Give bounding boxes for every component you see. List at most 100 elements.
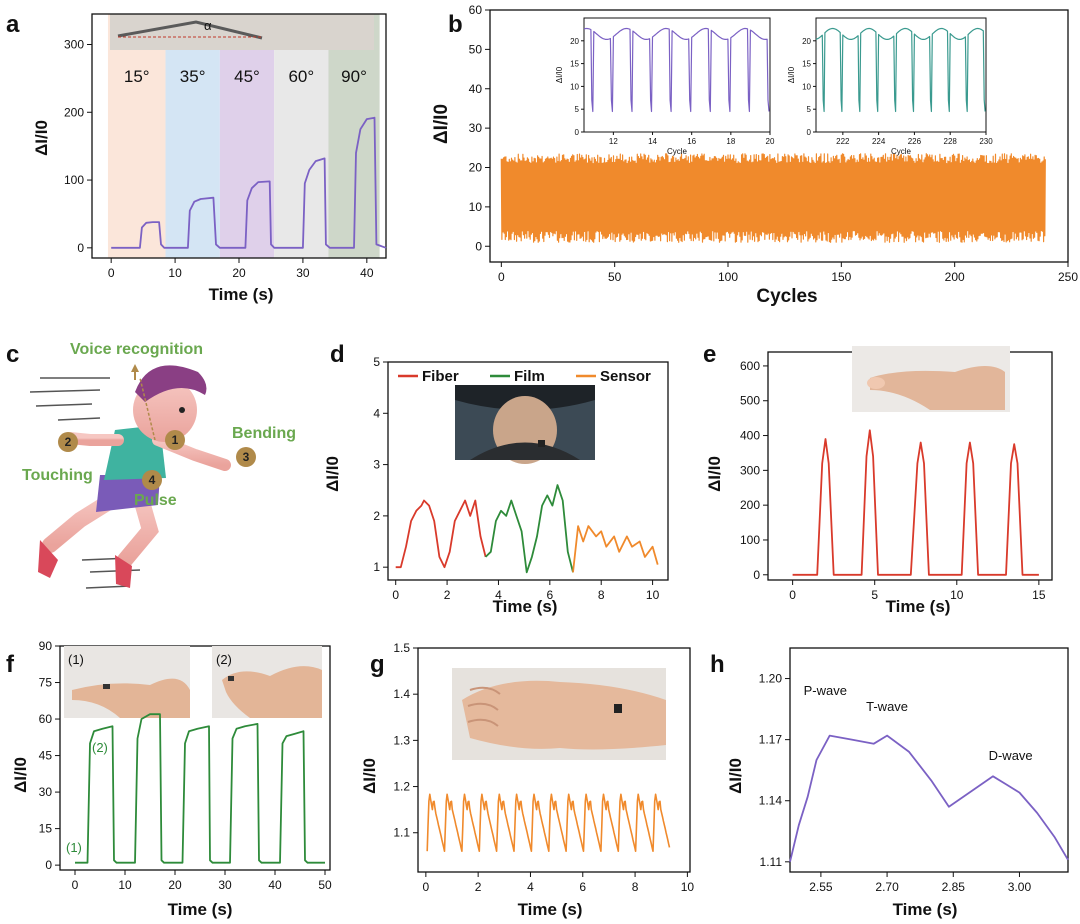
panel-label-b: b bbox=[448, 11, 463, 38]
inset-y-tick-label: 15 bbox=[802, 60, 811, 69]
inset-xlabel: Cycle bbox=[891, 147, 912, 156]
y-tick-label: 500 bbox=[740, 394, 760, 408]
y-tick-label: 200 bbox=[64, 105, 84, 119]
y-tick-label: 3 bbox=[373, 458, 380, 472]
legend-label: Sensor bbox=[600, 368, 651, 385]
label-voice-recognition: Voice recognition bbox=[70, 341, 203, 358]
inset-x-tick-label: 12 bbox=[609, 137, 618, 146]
inset-frame bbox=[583, 17, 771, 133]
inset-y-tick-label: 5 bbox=[575, 105, 580, 114]
y-tick-label: 1.2 bbox=[393, 780, 410, 794]
ticks-h: 2.55 2.70 2.85 3.00 1.11 1.14 1.17 1.20 bbox=[759, 672, 1032, 894]
angle-bands bbox=[107, 14, 380, 258]
y-tick-label: 100 bbox=[64, 173, 84, 187]
x-tick-label: 50 bbox=[608, 270, 622, 284]
x-tick-label: 10 bbox=[681, 880, 695, 894]
sensor-badge-4: 4 bbox=[142, 470, 162, 490]
chart-e: 0 5 10 15 0 100 200 300 400 500 600 Time (s) ΔI/I0 bbox=[705, 346, 1053, 616]
svg-text:3: 3 bbox=[243, 450, 250, 464]
y-tick-label: 0 bbox=[475, 239, 482, 253]
y-tick-label: 10 bbox=[469, 200, 483, 214]
ylabel-e: ΔI/I0 bbox=[705, 456, 724, 492]
wrist-photo bbox=[452, 668, 666, 760]
wave-annotation: P-wave bbox=[804, 683, 847, 698]
y-tick-label: 1.3 bbox=[393, 733, 410, 747]
label-pulse: Pulse bbox=[134, 492, 177, 509]
x-tick-label: 10 bbox=[950, 588, 964, 602]
series-line-sensor bbox=[572, 525, 659, 573]
alpha-symbol: α bbox=[204, 18, 212, 33]
series-line-fiber bbox=[395, 499, 487, 569]
x-tick-label: 0 bbox=[423, 880, 430, 894]
series-a bbox=[111, 116, 387, 249]
xlabel-f: Time (s) bbox=[168, 900, 233, 919]
ticks-f: 0 10 20 30 40 50 0 15 30 45 60 75 90 bbox=[39, 639, 332, 892]
x-tick-label: 6 bbox=[546, 588, 553, 602]
x-tick-label: 50 bbox=[318, 878, 332, 892]
inset-ylabel: ΔI/I0 bbox=[787, 66, 796, 83]
inset-ylabel: ΔI/I0 bbox=[555, 66, 564, 83]
xlabel-a: Time (s) bbox=[209, 285, 274, 304]
inset-y-tick-label: 0 bbox=[575, 128, 580, 137]
plot-frame bbox=[417, 647, 691, 873]
x-tick-label: 6 bbox=[579, 880, 586, 894]
chart-h: 2.55 2.70 2.85 3.00 1.11 1.14 1.17 1.20 P-wave T… bbox=[726, 647, 1069, 919]
y-tick-label: 45 bbox=[39, 749, 53, 763]
x-tick-label: 100 bbox=[718, 270, 738, 284]
y-tick-label: 0 bbox=[45, 858, 52, 872]
svg-text:4: 4 bbox=[149, 473, 156, 487]
finger-bent-photo: (2) bbox=[212, 646, 322, 718]
plot-frame bbox=[789, 647, 1069, 873]
y-tick-label: 1.5 bbox=[393, 641, 410, 655]
bending-photo: α bbox=[110, 14, 374, 50]
neck-photo bbox=[455, 385, 595, 464]
x-tick-label: 2 bbox=[475, 880, 482, 894]
sensor-badge-1: 1 bbox=[165, 430, 185, 450]
inset-label-1: (1) bbox=[68, 652, 84, 667]
state-label-1: (1) bbox=[66, 840, 82, 855]
chart-f: 0 10 20 30 40 50 0 15 30 45 60 75 90 (1) (2) (2) (1)… bbox=[11, 639, 332, 919]
x-tick-label: 30 bbox=[218, 878, 232, 892]
axes-b bbox=[489, 9, 1069, 263]
annotations-h: P-wave T-wave D-wave bbox=[804, 683, 1033, 763]
panel-label-c: c bbox=[6, 341, 19, 368]
inset-y-tick-label: 5 bbox=[807, 105, 812, 114]
x-tick-label: 0 bbox=[108, 266, 115, 280]
x-tick-label: 8 bbox=[632, 880, 639, 894]
y-tick-label: 40 bbox=[469, 82, 483, 96]
y-tick-label: 100 bbox=[740, 533, 760, 547]
finger-photo bbox=[852, 346, 1010, 412]
inset-label-2: (2) bbox=[216, 652, 232, 667]
axes-h bbox=[789, 647, 1069, 873]
inset-y-tick-label: 15 bbox=[570, 60, 579, 69]
axes-d bbox=[387, 361, 669, 581]
label-bending: Bending bbox=[232, 425, 296, 442]
plot-frame bbox=[387, 361, 669, 581]
svg-text:1: 1 bbox=[172, 433, 179, 447]
x-tick-label: 0 bbox=[789, 588, 796, 602]
xlabel-e: Time (s) bbox=[886, 597, 951, 616]
band-label: 60° bbox=[288, 67, 314, 86]
angle-band bbox=[165, 14, 220, 258]
angle-band bbox=[274, 14, 329, 258]
series-f bbox=[75, 713, 325, 864]
wave-annotation: D-wave bbox=[989, 748, 1033, 763]
x-tick-label: 0 bbox=[392, 588, 399, 602]
sensor-badge-2: 2 bbox=[58, 432, 78, 452]
x-tick-label: 10 bbox=[168, 266, 182, 280]
series-e bbox=[792, 429, 1039, 576]
inset-y-tick-label: 20 bbox=[570, 37, 579, 46]
y-tick-label: 60 bbox=[39, 712, 53, 726]
inset-x-tick-label: 18 bbox=[726, 137, 735, 146]
y-tick-label: 20 bbox=[469, 161, 483, 175]
inset-frame bbox=[815, 17, 987, 133]
xlabel-b: Cycles bbox=[756, 286, 817, 307]
label-touching: Touching bbox=[22, 467, 93, 484]
inset-x-tick-label: 16 bbox=[687, 137, 696, 146]
y-tick-label: 5 bbox=[373, 355, 380, 369]
y-tick-label: 1.14 bbox=[759, 794, 783, 808]
ylabel-a: ΔI/I0 bbox=[32, 120, 51, 156]
